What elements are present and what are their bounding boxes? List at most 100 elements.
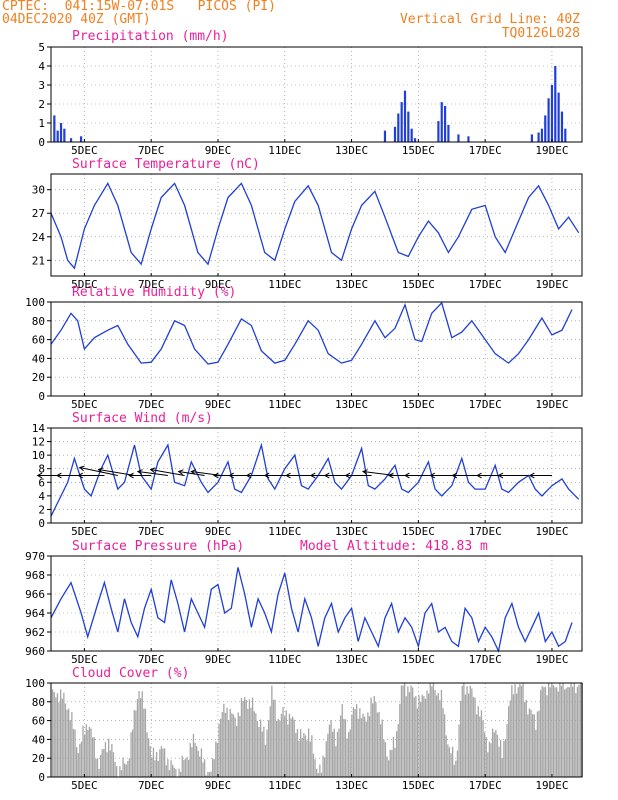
cloud-bar [127,760,129,777]
x-tick-label: 11DEC [268,144,301,157]
cloud-bar [416,708,419,777]
cloud-bar [365,721,367,777]
x-tick-label: 9DEC [205,144,232,157]
cloud-bar [88,726,91,777]
wind-arrow-head [212,472,219,479]
y-tick-label: 966 [25,588,45,601]
y-tick-label: 21 [32,254,45,267]
cloud-bar [356,704,358,777]
cloud-bar [482,720,484,777]
cloud-bar [279,720,281,777]
wind-arrow-head [136,469,143,475]
cloud-bar [178,768,180,777]
cloud-bar [200,748,203,777]
y-tick-label: 60 [32,334,45,347]
cloud-bar [317,773,319,777]
precip-bar [547,98,550,142]
cloud-bar [252,697,254,777]
cloud-bar [396,731,398,777]
x-tick-label: 19DEC [535,278,568,291]
cloud-bar [380,724,382,777]
cloud-bar [79,743,81,777]
x-tick-label: 17DEC [469,779,502,792]
precip-bar [560,111,564,142]
cloud-bar [476,714,478,777]
cloud-bar [63,692,65,777]
cloud-bar [399,703,401,777]
precip-bar [59,123,63,142]
y-tick-label: 40 [32,733,45,746]
cloud-bar [328,724,331,777]
cloud-bar [133,710,135,777]
wind-arrow-head [190,469,197,475]
cloud-bar [194,742,196,777]
panel-frame [50,46,583,143]
cloud-bar [116,766,118,777]
cloud-bar [146,732,148,777]
x-tick-label: 11DEC [268,398,301,411]
cloud-bar [333,728,335,777]
y-tick-label: 100 [25,296,45,309]
cloud-bar [391,750,393,777]
cloud-bar [232,714,235,777]
cloud-bar [572,686,574,777]
cloud-bar [260,719,262,777]
wind-arrow-head [128,472,134,479]
x-tick-label: 7DEC [138,653,165,666]
cloud-bar [525,699,527,777]
cloud-bar [466,686,468,777]
panel-title: Precipitation (mm/h) [72,29,229,44]
cloud-bar [264,744,267,777]
y-tick-label: 3 [38,79,45,92]
cloud-bar [156,751,158,777]
cloud-bar [426,690,428,777]
cloud-bar [538,710,540,777]
cloud-bar [296,728,299,777]
cloud-bar [404,683,406,777]
cloud-bar [477,706,479,777]
cloud-bar [132,729,134,777]
cloud-bar [324,757,326,777]
x-tick-label: 7DEC [138,525,165,538]
cloud-bar [191,747,193,777]
wind-arrow-head [149,467,156,474]
cloud-bar [247,708,249,777]
cloud-bar [143,708,145,777]
cloud-bar [311,735,313,777]
cloud-bar [394,747,396,777]
x-tick-label: 15DEC [402,779,435,792]
cloud-bar [104,742,107,777]
panel-frame [50,682,583,778]
x-tick-label: 13DEC [335,398,368,411]
cloud-bar [440,689,443,777]
cloud-bar [346,738,348,777]
x-tick-label: 19DEC [535,525,568,538]
cloud-bar [77,753,79,777]
x-tick-label: 11DEC [268,779,301,792]
cloud-bar [55,697,57,777]
cloud-bar [415,695,417,777]
cloud-bar [184,758,187,777]
cloud-bar [528,708,531,777]
precip-bar [393,126,397,142]
cloud-bar [308,728,310,777]
cloud-bar [453,764,455,777]
cloud-bar [541,686,543,777]
cloud-bar [429,683,431,777]
y-tick-label: 5 [38,41,45,54]
cloud-bar [80,741,83,777]
panel-frame [50,173,583,277]
wind-arrow-head [404,472,410,479]
panel-frame [50,301,583,397]
cloud-bar [242,700,244,777]
cloud-bar [165,765,167,777]
header-grid-line: Vertical Grid Line: 40Z [399,12,580,27]
cloud-bar [92,737,94,777]
cloud-bar [56,693,59,777]
cloud-bar [413,697,415,777]
pressure-series-line [50,567,573,654]
cloud-bar [240,697,243,777]
model-altitude: Model Altitude: 418.83 m [300,539,488,554]
cloud-bar [448,747,451,777]
